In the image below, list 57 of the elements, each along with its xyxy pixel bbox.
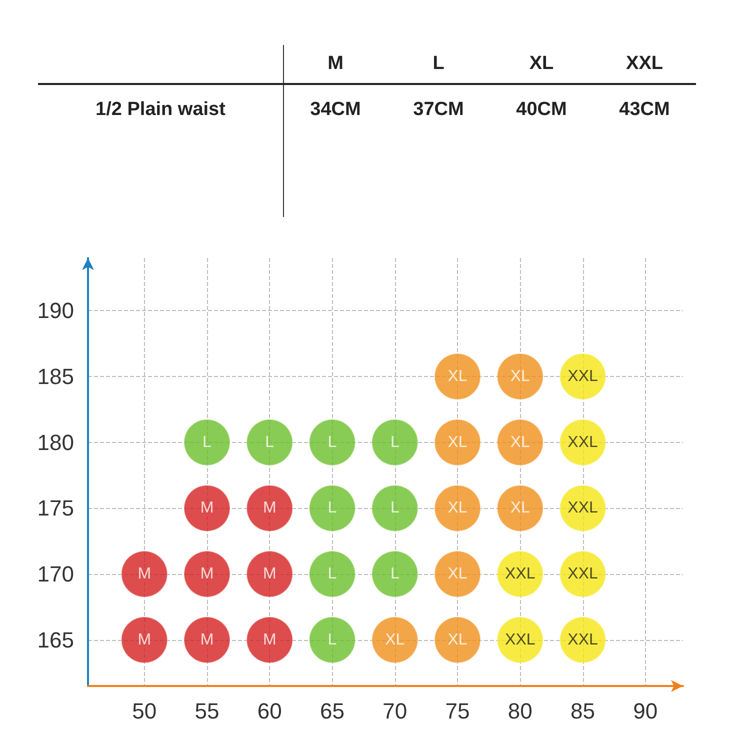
y-tick-label: 185: [37, 364, 74, 390]
text: L: [328, 631, 337, 648]
text: M: [262, 500, 276, 517]
text: M: [138, 566, 152, 583]
x-tick-label: L: [387, 45, 490, 84]
text: XXL: [568, 566, 598, 583]
text: L: [328, 500, 337, 517]
text: XL: [448, 434, 468, 451]
x-tick-label: 60: [257, 698, 282, 724]
text: XXL: [568, 631, 598, 648]
text: L: [202, 434, 212, 451]
text: XXL: [505, 631, 536, 648]
x-tick-label: 75: [445, 698, 470, 724]
y-tick-label: 190: [37, 298, 74, 324]
x-tick-label: XXL: [593, 45, 696, 84]
text: M: [200, 500, 214, 517]
y-tick-label: 170: [37, 562, 74, 587]
text: L: [390, 566, 400, 583]
text: L: [390, 434, 400, 451]
text: M: [262, 566, 276, 583]
x-tick-label: M: [284, 45, 387, 84]
text: XL: [448, 368, 468, 386]
text: XL: [448, 631, 468, 648]
text: XL: [510, 368, 530, 386]
text: XL: [448, 500, 468, 517]
x-tick-label: XL: [490, 45, 593, 84]
text: XL: [510, 500, 530, 517]
text: XXL: [568, 434, 598, 451]
text: XL: [448, 566, 468, 583]
x-tick-label: 70: [382, 698, 408, 724]
text: M: [262, 631, 276, 648]
series-label: L: [390, 500, 400, 517]
x-tick-label: 85: [570, 698, 596, 724]
text: L: [328, 434, 337, 451]
text: XXL: [505, 566, 536, 583]
data-label: 43CM: [618, 98, 671, 122]
text: L: [265, 434, 274, 451]
text: XL: [510, 434, 530, 451]
x-tick-label: 65: [320, 698, 345, 724]
y-tick-label: 165: [37, 627, 74, 652]
x-tick-label: 80: [508, 698, 532, 724]
text: M: [138, 631, 152, 648]
series-label: M: [200, 631, 214, 648]
text: M: [200, 566, 214, 583]
y-tick-label: 175: [37, 496, 74, 521]
series-label: XXL: [568, 368, 598, 386]
x-tick-label: 90: [633, 698, 658, 724]
data-label: 34CM: [309, 98, 362, 122]
text: XXL: [568, 500, 598, 517]
data-label: 40CM: [515, 98, 568, 122]
data-label: 37CM: [412, 98, 465, 122]
x-tick-label: 50: [132, 698, 157, 724]
y-tick-label: 1/2 Plain waist: [38, 84, 284, 177]
x-tick-label: 55: [194, 698, 220, 724]
series-label: XL: [385, 631, 405, 648]
y-tick-label: 180: [37, 430, 74, 455]
text: L: [328, 566, 337, 583]
